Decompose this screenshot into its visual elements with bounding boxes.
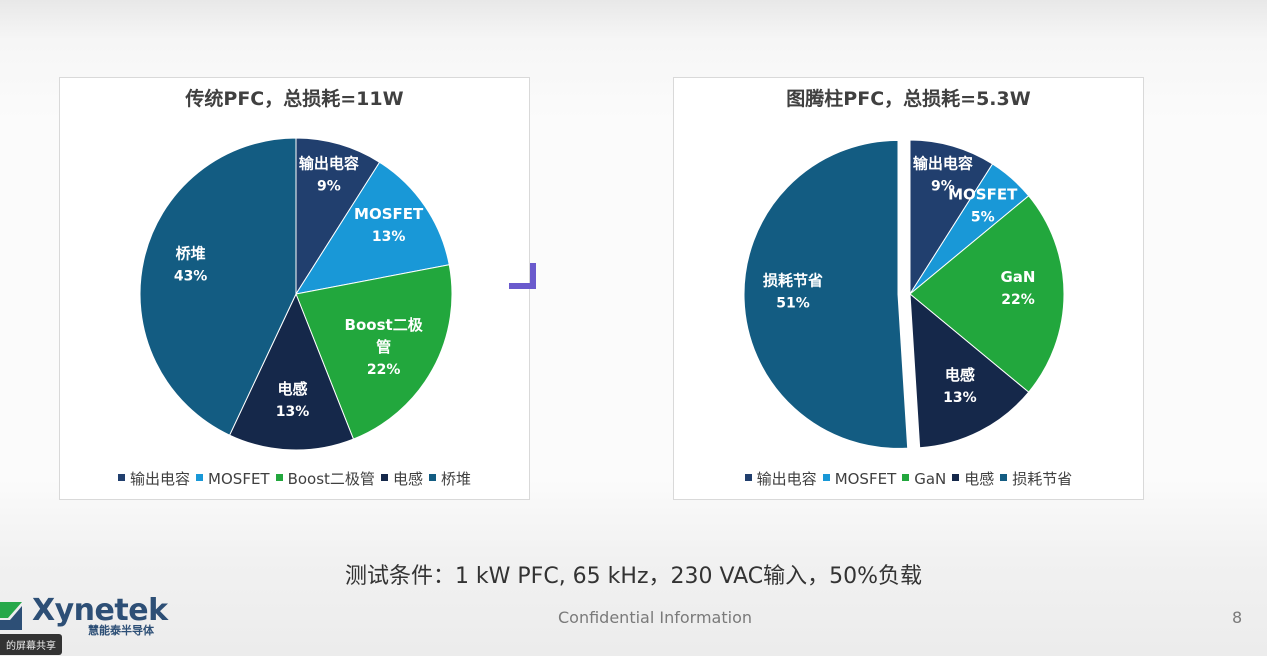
legend-swatch-4 <box>428 474 436 481</box>
pie-slice-4 <box>743 139 909 449</box>
legend-item-0: 输出电容 <box>118 468 190 489</box>
left-chart-title: 传统PFC，总损耗=11W <box>185 88 404 110</box>
legend-label-0: 输出电容 <box>756 470 817 488</box>
slice-value-label-3: 13% <box>943 390 977 406</box>
legend-item-3: 电感 <box>952 468 994 489</box>
legend-label-3: 电感 <box>964 470 995 488</box>
legend-swatch-1 <box>822 474 830 481</box>
test-conditions-text: 测试条件：1 kW PFC, 65 kHz，230 VAC输入，50%负载 <box>344 564 923 589</box>
slice-label-4: 损耗节省 <box>763 272 823 290</box>
legend-label-4: 损耗节省 <box>1012 470 1073 488</box>
legend-item-1: MOSFET <box>822 470 897 488</box>
legend-label-0: 输出电容 <box>130 470 191 488</box>
slice-value-label-2: 22% <box>367 362 401 378</box>
legend-swatch-3 <box>380 474 388 481</box>
slice-value-label-1: 13% <box>372 229 406 245</box>
legend-item-4: 桥堆 <box>428 468 471 489</box>
slice-label-2: Boost二极 <box>345 316 424 334</box>
legend-item-1: MOSFET <box>196 470 270 488</box>
pie-slice-3 <box>909 292 1030 449</box>
logo-icon <box>0 602 22 630</box>
legend-label-3: 电感 <box>392 470 423 488</box>
logo-wordmark: Xynetek <box>32 593 168 628</box>
legend-label-4: 桥堆 <box>440 470 471 488</box>
pie-slice-4 <box>139 137 297 436</box>
slice-value-label-4: 43% <box>174 268 208 284</box>
page-number: 8 <box>1232 608 1243 627</box>
legend-item-2: Boost二极管 <box>275 468 375 489</box>
legend-item-4: 损耗节省 <box>1000 468 1072 489</box>
logo-subtext: 慧能泰半导体 <box>88 624 154 637</box>
slice-label-0: 输出电容 <box>299 155 359 173</box>
legend-swatch-4 <box>1000 474 1008 481</box>
slice-label-2: 管 <box>376 338 391 356</box>
legend-label-2: Boost二极管 <box>287 470 375 488</box>
pie-slice-0 <box>909 139 994 296</box>
legend-swatch-0 <box>118 474 126 481</box>
legend-label-2: GaN <box>914 470 947 488</box>
left-pie-chart: 输出电容 9% MOSFET 13% Boost二极管 22% 电感 13% 桥堆 43% <box>139 137 453 451</box>
screen-share-indicator[interactable]: 的屏幕共享 <box>0 634 62 655</box>
right-chart-legend: 输出电容 MOSFET GaN 电感 损耗节省 <box>674 468 1143 489</box>
confidential-footer: Confidential Information <box>558 608 752 627</box>
pie-slice-3 <box>228 292 355 451</box>
legend-swatch-1 <box>196 474 204 481</box>
legend-swatch-0 <box>744 474 752 481</box>
slice-label-2: GaN <box>1001 268 1036 286</box>
slice-value-label-0: 9% <box>931 179 955 195</box>
slice-label-4: 桥堆 <box>176 244 206 262</box>
cursor-marker-icon <box>509 263 536 289</box>
legend-swatch-2 <box>902 474 910 481</box>
slice-value-label-4: 51% <box>776 296 810 312</box>
legend-label-1: MOSFET <box>208 470 270 488</box>
pie-slice-2 <box>295 264 453 440</box>
legend-item-2: GaN <box>902 470 946 488</box>
legend-item-0: 输出电容 <box>744 468 817 489</box>
slice-value-label-2: 22% <box>1001 292 1035 308</box>
left-chart-legend: 输出电容 MOSFET Boost二极管 电感 桥堆 <box>60 468 529 489</box>
legend-label-1: MOSFET <box>834 470 897 488</box>
right-chart-title: 图腾柱PFC，总损耗=5.3W <box>786 88 1031 110</box>
slice-label-0: 输出电容 <box>913 155 973 173</box>
legend-item-3: 电感 <box>380 468 423 489</box>
right-pie-chart: 输出电容 9%MOSFET 5% GaN 22% 电感 13% 损耗节省 51% <box>743 139 1065 449</box>
slice-value-label-3: 13% <box>276 404 310 420</box>
slice-label-1: MOSFET <box>948 185 1018 203</box>
right-chart-panel: 图腾柱PFC，总损耗=5.3W 输出电容 9% MOSFET 5% GaN 22% 电感 13… <box>673 77 1144 500</box>
pie-slice-2 <box>909 195 1065 393</box>
slice-value-label-1: 5% <box>971 209 995 225</box>
left-chart-panel: 传统PFC，总损耗=11W 输出电容 9% MOSFET 13% Boost二极管 22%… <box>59 77 530 500</box>
slice-label-3: 电感 <box>945 366 975 384</box>
legend-swatch-2 <box>275 474 283 481</box>
legend-swatch-3 <box>952 474 960 481</box>
pie-slice-1 <box>294 161 450 295</box>
slice-value-label-0: 9% <box>317 179 341 195</box>
pie-slice-0 <box>295 137 381 296</box>
slice-label-3: 电感 <box>277 380 307 398</box>
slice-label-1: MOSFET <box>354 205 424 223</box>
